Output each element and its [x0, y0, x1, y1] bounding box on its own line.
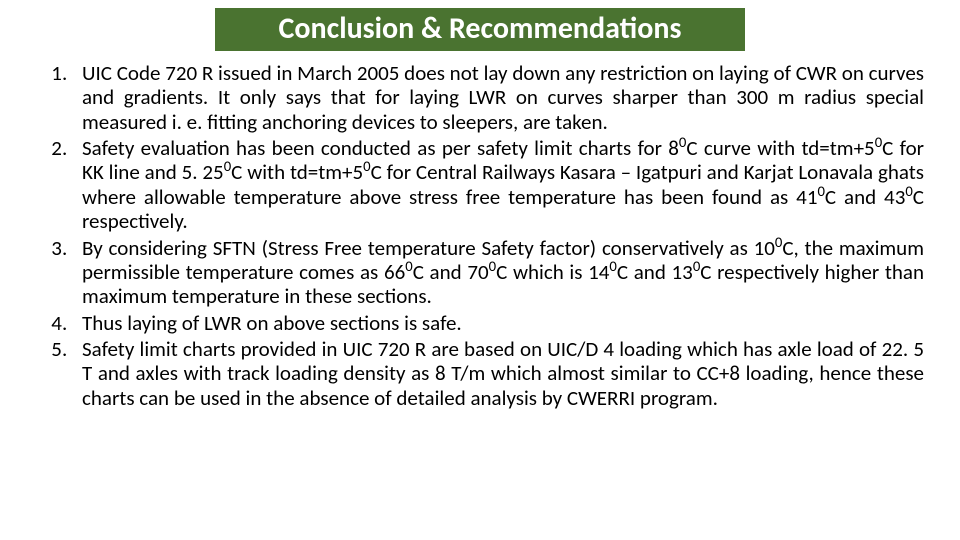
- list-item: Safety limit charts provided in UIC 720 …: [72, 337, 924, 410]
- list-item: UIC Code 720 R issued in March 2005 does…: [72, 61, 924, 134]
- slide-title: Conclusion & Recommendations: [215, 8, 745, 51]
- list-item: Thus laying of LWR on above sections is …: [72, 311, 924, 335]
- list-item: By considering SFTN (Stress Free tempera…: [72, 236, 924, 309]
- slide-container: Conclusion & Recommendations UIC Code 72…: [0, 0, 960, 540]
- list-item: Safety evaluation has been conducted as …: [72, 136, 924, 233]
- conclusion-list: UIC Code 720 R issued in March 2005 does…: [28, 61, 932, 410]
